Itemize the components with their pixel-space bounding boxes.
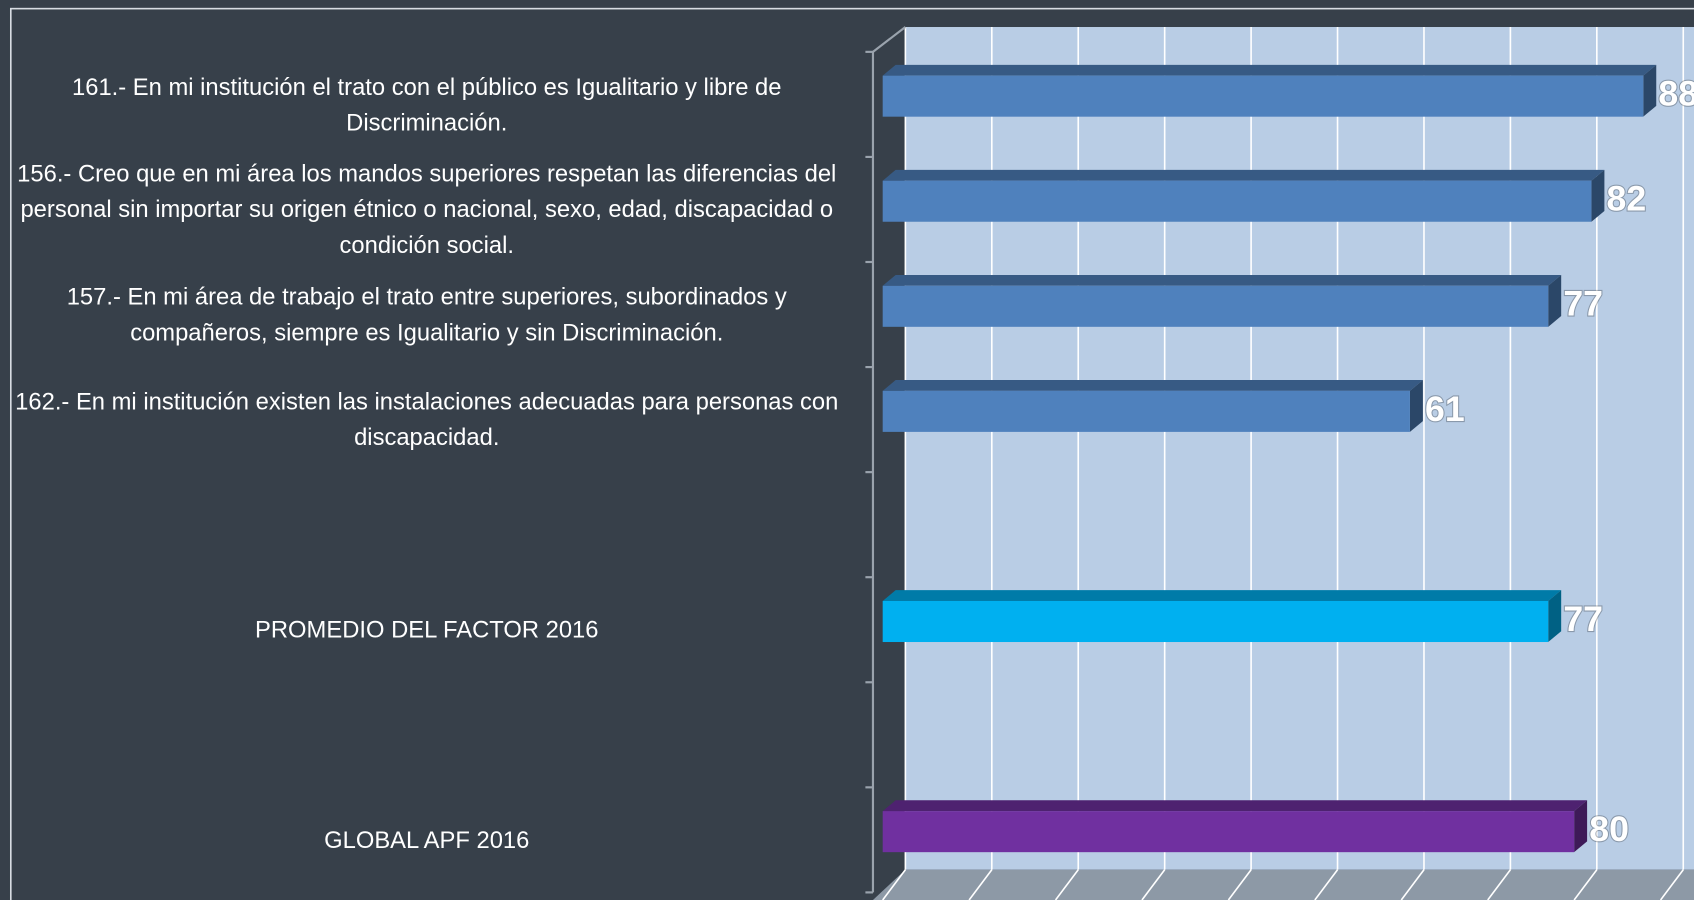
bar-side [1591, 169, 1605, 222]
grid-line [1487, 869, 1512, 900]
bar-top [882, 590, 1562, 601]
bar [882, 811, 1575, 853]
bar-top [882, 274, 1562, 286]
category-label: 157.- En mi área de trabajo el trato ent… [66, 283, 787, 346]
grid-line [1659, 869, 1684, 900]
bar-side [1409, 380, 1423, 432]
category-label: PROMEDIO DEL FACTOR 2016 [255, 616, 599, 644]
grid-line [882, 869, 907, 900]
value-label: 77 [1563, 599, 1603, 639]
grid-line [1314, 869, 1339, 900]
category-label: 162.- En mi institución existen las inst… [15, 388, 839, 451]
value-label: 80 [1589, 809, 1629, 849]
bar-side [1548, 274, 1562, 327]
value-label: 82 [1607, 179, 1647, 219]
category-label: 156.- Creo que en mi área los mandos sup… [17, 160, 837, 259]
bar-side [1574, 800, 1588, 853]
category-label: GLOBAL APF 2016 [324, 826, 530, 854]
value-label: 77 [1563, 284, 1603, 324]
frame [9, 7, 1694, 900]
y-axis-depth [872, 26, 907, 53]
grid-line [1227, 869, 1252, 900]
bar-side [1643, 64, 1657, 117]
category-label: 162.- En mi institución existen las inst… [15, 388, 839, 451]
grid-line [1573, 869, 1598, 900]
bar [882, 390, 1410, 432]
plot-floor [872, 869, 1694, 900]
grid-line [1054, 869, 1079, 900]
category-label: 161.- En mi institución el trato con el … [72, 73, 782, 136]
category-label: GLOBAL APF 2016 [324, 826, 530, 854]
plot-wall [905, 27, 1694, 870]
bar-top [882, 380, 1423, 391]
bar [882, 180, 1592, 222]
category-label: 157.- En mi área de trabajo el trato ent… [66, 283, 787, 346]
bar-top [882, 64, 1657, 76]
grid-line [1141, 869, 1166, 900]
grid-line [1400, 869, 1425, 900]
bar [882, 600, 1549, 643]
bar [882, 75, 1644, 117]
category-label: PROMEDIO DEL FACTOR 2016 [255, 616, 599, 644]
bar [882, 285, 1549, 327]
value-label: 88 [1658, 74, 1694, 114]
category-label: 161.- En mi institución el trato con el … [72, 73, 782, 136]
value-label: 61 [1425, 389, 1465, 429]
bar-top [882, 169, 1605, 181]
bar-top [882, 800, 1588, 812]
category-label: 156.- Creo que en mi área los mandos sup… [17, 160, 837, 259]
bar-side [1548, 590, 1562, 643]
grid-line [968, 869, 993, 900]
